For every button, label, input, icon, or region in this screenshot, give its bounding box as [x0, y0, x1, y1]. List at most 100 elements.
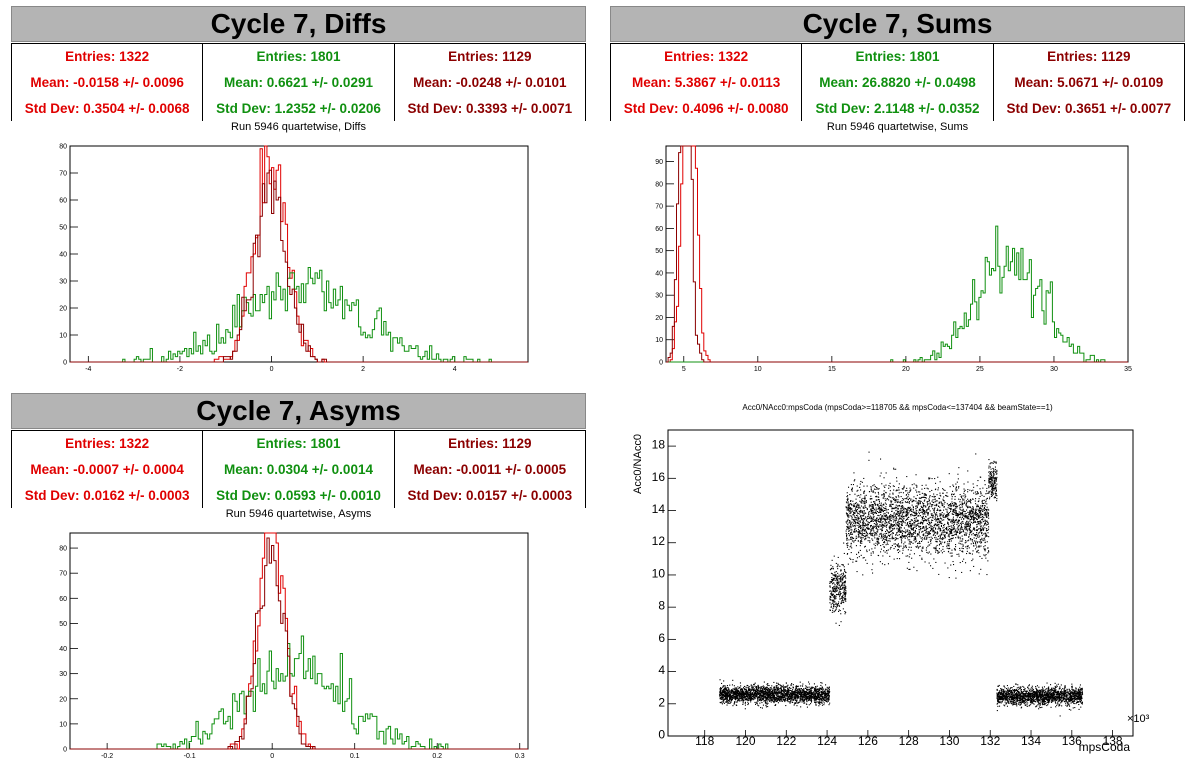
scatter-point — [856, 495, 858, 497]
scatter-point — [902, 549, 904, 551]
scatter-point — [977, 513, 979, 515]
scatter-point — [795, 701, 797, 703]
scatter-point — [977, 541, 979, 543]
scatter-point — [727, 699, 729, 701]
scatter-point — [834, 584, 836, 586]
scatter-point — [772, 689, 774, 691]
scatter-point — [748, 696, 750, 698]
scatter-point — [813, 694, 815, 696]
scatter-point — [907, 498, 909, 500]
scatter-point — [949, 504, 951, 506]
scatter-point — [843, 600, 845, 602]
scatter-point — [953, 520, 955, 522]
scatter-point — [912, 499, 914, 501]
scatter-point — [860, 542, 862, 544]
scatter-point — [745, 696, 747, 698]
scatter-point — [849, 521, 851, 523]
scatter-point — [762, 689, 764, 691]
scatter-point — [869, 522, 871, 524]
scatter-point — [912, 527, 914, 529]
scatter-point — [749, 689, 751, 691]
scatter-point — [808, 697, 810, 699]
scatter-point — [888, 522, 890, 524]
scatter-point — [827, 693, 829, 695]
scatter-point — [763, 697, 765, 699]
scatter-point — [872, 532, 874, 534]
scatter-point — [874, 547, 876, 549]
scatter-point — [909, 506, 911, 508]
scatter-point — [918, 532, 920, 534]
scatter-point — [756, 693, 758, 695]
scatter-point — [920, 497, 922, 499]
scatter-point — [757, 692, 759, 694]
scatter-point — [896, 511, 898, 513]
scatter-point — [922, 513, 924, 515]
scatter-point — [836, 583, 838, 585]
scatter-point — [947, 567, 949, 569]
scatter-point — [948, 536, 950, 538]
scatter-point — [878, 506, 880, 508]
scatter-point — [921, 516, 923, 518]
scatter-point — [929, 521, 931, 523]
scatter-point — [943, 506, 945, 508]
scatter-point — [903, 508, 905, 510]
scatter-point — [827, 690, 829, 692]
scatter-point — [814, 692, 816, 694]
scatter-point — [858, 533, 860, 535]
stats-box: Entries: 1322 Mean: 5.3867 +/- 0.0113 St… — [610, 43, 1185, 121]
scatter-point — [788, 695, 790, 697]
scatter-point — [871, 506, 873, 508]
scatter-point — [855, 514, 857, 516]
scatter-point — [818, 692, 820, 694]
scatter-point — [940, 542, 942, 544]
scatter-point — [838, 601, 840, 603]
plot-subtitle: Run 5946 quartetwise, Sums — [826, 121, 969, 133]
y-tick-label: 40 — [59, 252, 67, 259]
scatter-point — [759, 693, 761, 695]
scatter-point — [829, 691, 831, 693]
scatter-point — [935, 537, 937, 539]
scatter-point — [963, 483, 965, 485]
scatter-point — [938, 526, 940, 528]
scatter-point — [861, 498, 863, 500]
stat-column: Entries: 1129 Mean: -0.0248 +/- 0.0101 S… — [395, 44, 585, 121]
scatter-point — [838, 578, 840, 580]
scatter-point — [792, 684, 794, 686]
scatter-point — [813, 696, 815, 698]
scatter-point — [950, 540, 952, 542]
scatter-point — [875, 527, 877, 529]
scatter-point — [890, 523, 892, 525]
scatter-point — [834, 591, 836, 593]
scatter-point — [725, 697, 727, 699]
scatter-point — [860, 524, 862, 526]
scatter-point — [930, 526, 932, 528]
scatter-point — [966, 517, 968, 519]
scatter-point — [909, 497, 911, 499]
scatter-point — [766, 689, 768, 691]
scatter-point — [965, 527, 967, 529]
scatter-point — [743, 694, 745, 696]
scatter-point — [977, 493, 979, 495]
scatter-point — [856, 517, 858, 519]
scatter-point — [844, 580, 846, 582]
scatter-point — [896, 558, 898, 560]
scatter-point — [951, 549, 953, 551]
scatter-point — [764, 697, 766, 699]
scatter-point — [839, 575, 841, 577]
scatter-point — [797, 696, 799, 698]
scatter-point — [748, 695, 750, 697]
scatter-point — [967, 511, 969, 513]
scatter-point — [975, 513, 977, 515]
scatter-point — [743, 691, 745, 693]
scatter-point — [842, 572, 844, 574]
scatter-point — [843, 589, 845, 591]
scatter-point — [921, 550, 923, 552]
scatter-point — [871, 533, 873, 535]
scatter-point — [935, 541, 937, 543]
scatter-point — [924, 511, 926, 513]
scatter-point — [821, 690, 823, 692]
scatter-point — [965, 513, 967, 515]
scatter-point — [941, 523, 943, 525]
scatter-point — [960, 522, 962, 524]
scatter-point — [880, 548, 882, 550]
